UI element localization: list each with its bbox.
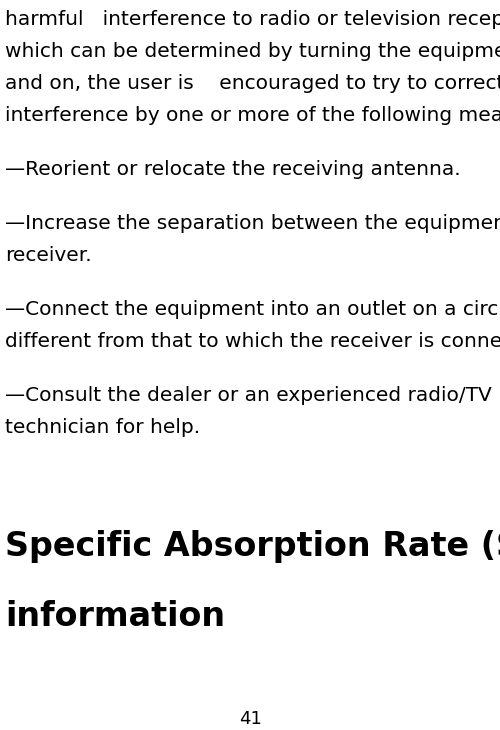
- Text: different from that to which the receiver is connected.: different from that to which the receive…: [5, 332, 500, 351]
- Text: information: information: [5, 600, 225, 633]
- Text: —Reorient or relocate the receiving antenna.: —Reorient or relocate the receiving ante…: [5, 160, 460, 179]
- Text: and on, the user is    encouraged to try to correct the: and on, the user is encouraged to try to…: [5, 74, 500, 93]
- Text: harmful   interference to radio or television reception,: harmful interference to radio or televis…: [5, 10, 500, 29]
- Text: receiver.: receiver.: [5, 246, 92, 265]
- Text: —Consult the dealer or an experienced radio/TV: —Consult the dealer or an experienced ra…: [5, 386, 492, 405]
- Text: interference by one or more of the following measures:: interference by one or more of the follo…: [5, 106, 500, 125]
- Text: —Connect the equipment into an outlet on a circuit: —Connect the equipment into an outlet on…: [5, 300, 500, 319]
- Text: 41: 41: [238, 710, 262, 728]
- Text: Specific Absorption Rate (SAR): Specific Absorption Rate (SAR): [5, 530, 500, 563]
- Text: technician for help.: technician for help.: [5, 418, 200, 437]
- Text: —Increase the separation between the equipment and: —Increase the separation between the equ…: [5, 214, 500, 233]
- Text: which can be determined by turning the equipment off: which can be determined by turning the e…: [5, 42, 500, 61]
